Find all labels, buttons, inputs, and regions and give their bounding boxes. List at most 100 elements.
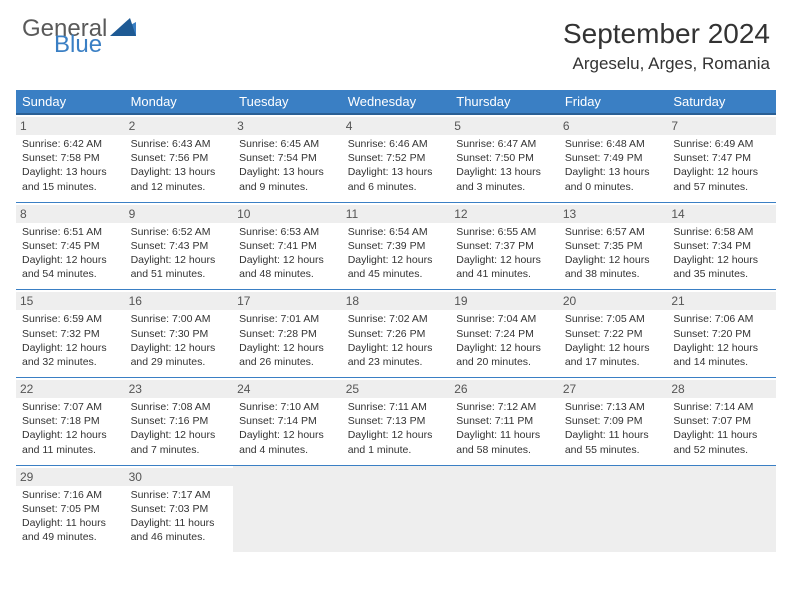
day-cell: 10 Sunrise: 6:53 AMSunset: 7:41 PMDayligh… xyxy=(233,202,342,290)
day-cell: 5Sunrise: 6:47 AMSunset: 7:50 PMDaylight… xyxy=(450,114,559,202)
day-cell: 1 Sunrise: 6:42 AMSunset: 7:58 PMDaylight… xyxy=(16,114,125,202)
day-info: Sunrise: 6:53 AMSunset: 7:41 PMDaylight:… xyxy=(239,225,336,282)
day-cell: 19 Sunrise: 7:04 AMSunset: 7:24 PMDayligh… xyxy=(450,290,559,378)
weekday-header: Monday xyxy=(125,90,234,114)
weekday-header: Wednesday xyxy=(342,90,451,114)
day-cell: 23 Sunrise: 7:08 AMSunset: 7:16 PMDayligh… xyxy=(125,378,234,466)
day-number: 15 xyxy=(16,292,125,310)
day-number: 12 xyxy=(450,205,559,223)
day-info: Sunrise: 7:17 AMSunset: 7:03 PMDaylight:… xyxy=(131,488,228,545)
day-info: Sunrise: 7:05 AMSunset: 7:22 PMDaylight:… xyxy=(565,312,662,369)
weekday-header: Saturday xyxy=(667,90,776,114)
calendar-table: SundayMondayTuesdayWednesdayThursdayFrid… xyxy=(16,90,776,552)
day-info: Sunrise: 7:16 AMSunset: 7:05 PMDaylight:… xyxy=(22,488,119,545)
day-number: 19 xyxy=(450,292,559,310)
day-number: 1 xyxy=(16,117,125,135)
empty-cell xyxy=(342,465,451,552)
day-info: Sunrise: 7:04 AMSunset: 7:24 PMDaylight:… xyxy=(456,312,553,369)
day-number: 21 xyxy=(667,292,776,310)
day-info: Sunrise: 7:08 AMSunset: 7:16 PMDaylight:… xyxy=(131,400,228,457)
day-cell: 30Sunrise: 7:17 AMSunset: 7:03 PMDayligh… xyxy=(125,465,234,552)
day-cell: 20 Sunrise: 7:05 AMSunset: 7:22 PMDayligh… xyxy=(559,290,668,378)
weekday-header: Tuesday xyxy=(233,90,342,114)
day-cell: 24 Sunrise: 7:10 AMSunset: 7:14 PMDayligh… xyxy=(233,378,342,466)
calendar-row: 29 Sunrise: 7:16 AMSunset: 7:05 PMDayligh… xyxy=(16,465,776,552)
day-number: 29 xyxy=(16,468,125,486)
empty-cell xyxy=(233,465,342,552)
day-info: Sunrise: 7:11 AMSunset: 7:13 PMDaylight:… xyxy=(348,400,445,457)
day-info: Sunrise: 6:51 AMSunset: 7:45 PMDaylight:… xyxy=(22,225,119,282)
weekday-header: Sunday xyxy=(16,90,125,114)
day-cell: 16 Sunrise: 7:00 AMSunset: 7:30 PMDayligh… xyxy=(125,290,234,378)
day-number: 22 xyxy=(16,380,125,398)
calendar-row: 1 Sunrise: 6:42 AMSunset: 7:58 PMDaylight… xyxy=(16,114,776,202)
day-info: Sunrise: 6:43 AMSunset: 7:56 PMDaylight:… xyxy=(131,137,228,194)
title-block: September 2024 Argeselu, Arges, Romania xyxy=(563,18,770,74)
calendar-row: 22Sunrise: 7:07 AMSunset: 7:18 PMDayligh… xyxy=(16,378,776,466)
day-info: Sunrise: 7:10 AMSunset: 7:14 PMDaylight:… xyxy=(239,400,336,457)
day-number: 28 xyxy=(667,380,776,398)
day-number: 13 xyxy=(559,205,668,223)
day-number: 6 xyxy=(559,117,668,135)
day-number: 8 xyxy=(16,205,125,223)
day-info: Sunrise: 7:02 AMSunset: 7:26 PMDaylight:… xyxy=(348,312,445,369)
day-number: 20 xyxy=(559,292,668,310)
day-cell: 7 Sunrise: 6:49 AMSunset: 7:47 PMDaylight… xyxy=(667,114,776,202)
day-cell: 28Sunrise: 7:14 AMSunset: 7:07 PMDayligh… xyxy=(667,378,776,466)
day-info: Sunrise: 6:58 AMSunset: 7:34 PMDaylight:… xyxy=(673,225,770,282)
day-number: 23 xyxy=(125,380,234,398)
day-cell: 22Sunrise: 7:07 AMSunset: 7:18 PMDayligh… xyxy=(16,378,125,466)
weekday-header: Thursday xyxy=(450,90,559,114)
day-number: 16 xyxy=(125,292,234,310)
weekday-header: Friday xyxy=(559,90,668,114)
day-number: 24 xyxy=(233,380,342,398)
day-number: 10 xyxy=(233,205,342,223)
day-cell: 17 Sunrise: 7:01 AMSunset: 7:28 PMDayligh… xyxy=(233,290,342,378)
day-info: Sunrise: 7:00 AMSunset: 7:30 PMDaylight:… xyxy=(131,312,228,369)
logo-text-blue: Blue xyxy=(54,34,136,56)
day-number: 26 xyxy=(450,380,559,398)
day-info: Sunrise: 6:57 AMSunset: 7:35 PMDaylight:… xyxy=(565,225,662,282)
day-cell: 8 Sunrise: 6:51 AMSunset: 7:45 PMDaylight… xyxy=(16,202,125,290)
day-number: 7 xyxy=(667,117,776,135)
day-cell: 11 Sunrise: 6:54 AMSunset: 7:39 PMDayligh… xyxy=(342,202,451,290)
location: Argeselu, Arges, Romania xyxy=(563,54,770,74)
day-cell: 21Sunrise: 7:06 AMSunset: 7:20 PMDayligh… xyxy=(667,290,776,378)
month-title: September 2024 xyxy=(563,18,770,50)
day-cell: 3 Sunrise: 6:45 AMSunset: 7:54 PMDaylight… xyxy=(233,114,342,202)
day-cell: 27 Sunrise: 7:13 AMSunset: 7:09 PMDayligh… xyxy=(559,378,668,466)
day-number: 3 xyxy=(233,117,342,135)
day-info: Sunrise: 6:52 AMSunset: 7:43 PMDaylight:… xyxy=(131,225,228,282)
day-cell: 26 Sunrise: 7:12 AMSunset: 7:11 PMDayligh… xyxy=(450,378,559,466)
day-number: 27 xyxy=(559,380,668,398)
day-info: Sunrise: 6:45 AMSunset: 7:54 PMDaylight:… xyxy=(239,137,336,194)
calendar-row: 8 Sunrise: 6:51 AMSunset: 7:45 PMDaylight… xyxy=(16,202,776,290)
day-cell: 9Sunrise: 6:52 AMSunset: 7:43 PMDaylight… xyxy=(125,202,234,290)
day-number: 11 xyxy=(342,205,451,223)
day-number: 2 xyxy=(125,117,234,135)
day-cell: 12 Sunrise: 6:55 AMSunset: 7:37 PMDayligh… xyxy=(450,202,559,290)
day-info: Sunrise: 6:49 AMSunset: 7:47 PMDaylight:… xyxy=(673,137,770,194)
day-number: 14 xyxy=(667,205,776,223)
day-cell: 4Sunrise: 6:46 AMSunset: 7:52 PMDaylight… xyxy=(342,114,451,202)
day-info: Sunrise: 6:42 AMSunset: 7:58 PMDaylight:… xyxy=(22,137,119,194)
day-info: Sunrise: 7:13 AMSunset: 7:09 PMDaylight:… xyxy=(565,400,662,457)
day-info: Sunrise: 7:01 AMSunset: 7:28 PMDaylight:… xyxy=(239,312,336,369)
day-info: Sunrise: 7:12 AMSunset: 7:11 PMDaylight:… xyxy=(456,400,553,457)
day-info: Sunrise: 6:54 AMSunset: 7:39 PMDaylight:… xyxy=(348,225,445,282)
day-info: Sunrise: 6:55 AMSunset: 7:37 PMDaylight:… xyxy=(456,225,553,282)
logo: General Blue xyxy=(22,18,136,55)
day-number: 18 xyxy=(342,292,451,310)
empty-cell xyxy=(559,465,668,552)
day-info: Sunrise: 6:59 AMSunset: 7:32 PMDaylight:… xyxy=(22,312,119,369)
day-cell: 2 Sunrise: 6:43 AMSunset: 7:56 PMDaylight… xyxy=(125,114,234,202)
day-cell: 6 Sunrise: 6:48 AMSunset: 7:49 PMDaylight… xyxy=(559,114,668,202)
day-number: 25 xyxy=(342,380,451,398)
calendar-body: 1 Sunrise: 6:42 AMSunset: 7:58 PMDaylight… xyxy=(16,114,776,552)
day-info: Sunrise: 6:48 AMSunset: 7:49 PMDaylight:… xyxy=(565,137,662,194)
empty-cell xyxy=(450,465,559,552)
calendar-row: 15 Sunrise: 6:59 AMSunset: 7:32 PMDayligh… xyxy=(16,290,776,378)
day-cell: 14 Sunrise: 6:58 AMSunset: 7:34 PMDayligh… xyxy=(667,202,776,290)
day-number: 17 xyxy=(233,292,342,310)
day-info: Sunrise: 6:46 AMSunset: 7:52 PMDaylight:… xyxy=(348,137,445,194)
